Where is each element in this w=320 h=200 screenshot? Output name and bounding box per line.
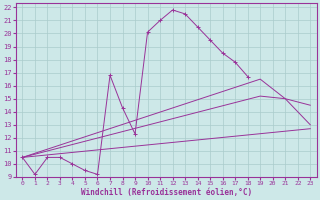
X-axis label: Windchill (Refroidissement éolien,°C): Windchill (Refroidissement éolien,°C)	[81, 188, 252, 197]
